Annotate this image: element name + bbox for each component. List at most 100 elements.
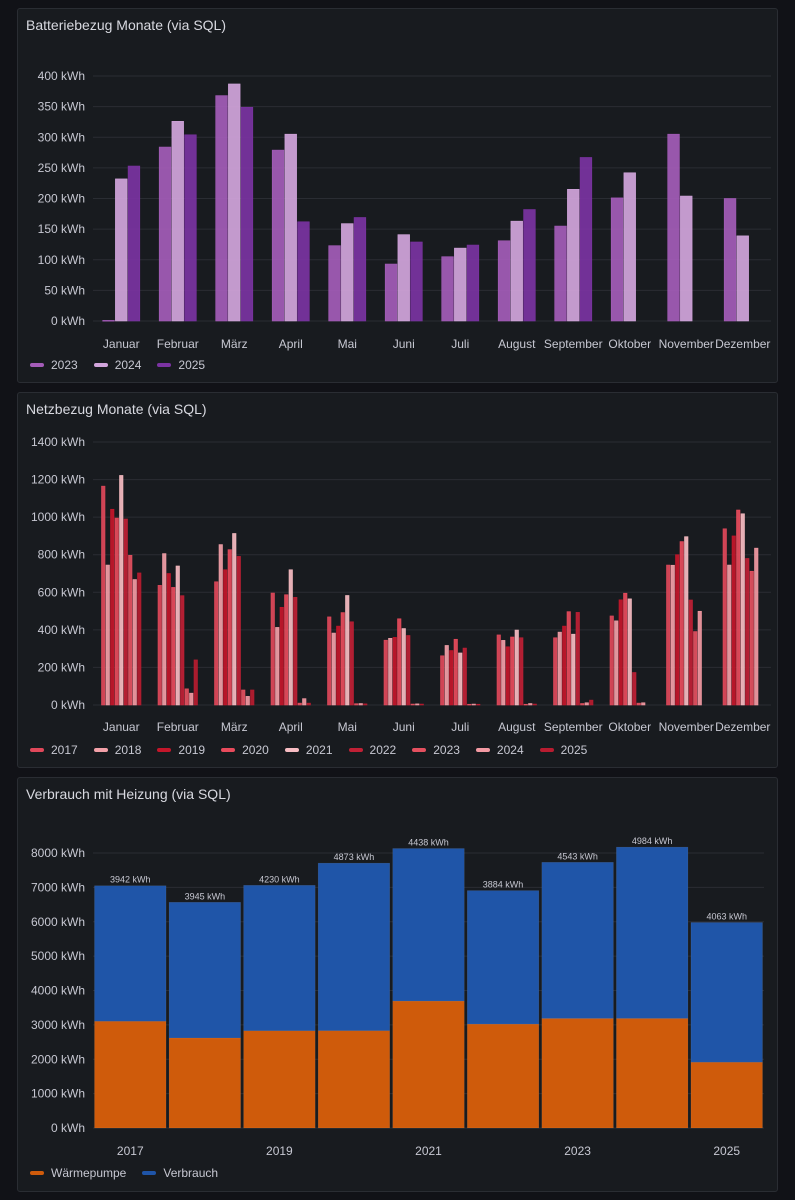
- y-tick-label: 2000 kWh: [31, 1052, 85, 1066]
- bar-2025-März: [240, 106, 254, 322]
- legend-swatch: [221, 748, 236, 752]
- bar-2017-Februar: [157, 585, 162, 706]
- y-tick-label: 300 kWh: [38, 130, 85, 144]
- x-category-label: 2025: [713, 1144, 740, 1158]
- legend-swatch: [412, 748, 427, 752]
- bar-2022-November: [688, 599, 693, 706]
- bar-2023-Oktober: [636, 702, 641, 706]
- bar-2021-September: [571, 633, 576, 706]
- y-tick-label: 200 kWh: [38, 192, 85, 206]
- legend-label: Wärmepumpe: [51, 1166, 127, 1180]
- bar-2024-Juli: [454, 247, 467, 322]
- bar-2019-Januar: [110, 508, 115, 706]
- bar-2025-März: [250, 689, 255, 706]
- bar-2018-Juli: [444, 645, 449, 706]
- bar-2023-Juli: [467, 703, 472, 706]
- x-category-label: Juni: [393, 720, 415, 734]
- bar-2025-Januar: [127, 165, 141, 322]
- x-category-label: August: [498, 337, 536, 351]
- bar-2025-Juli: [466, 244, 480, 322]
- panel-title[interactable]: Verbrauch mit Heizung (via SQL): [26, 786, 231, 802]
- y-tick-label: 150 kWh: [38, 222, 85, 236]
- legend-item[interactable]: 2018: [93, 743, 141, 757]
- y-tick-label: 8000 kWh: [31, 846, 85, 860]
- bar-Wärmepumpe-2023: [541, 1018, 614, 1129]
- bar-2022-Juli: [462, 647, 467, 706]
- y-tick-label: 1000 kWh: [31, 510, 85, 524]
- bar-2018-Dezember: [727, 564, 732, 706]
- bar-2023-Januar: [128, 554, 133, 706]
- data-label: 3942 kWh: [110, 875, 151, 885]
- bar-2024-Februar: [189, 692, 194, 706]
- legend-item[interactable]: 2022: [348, 743, 396, 757]
- y-tick-label: 50 kWh: [44, 283, 85, 297]
- bar-2020-März: [227, 549, 232, 706]
- legend-item[interactable]: 2020: [221, 743, 269, 757]
- bar-2025-Juni: [419, 703, 424, 706]
- bar-2021-Oktober: [627, 598, 632, 706]
- panel-title[interactable]: Batteriebezug Monate (via SQL): [26, 17, 226, 33]
- legend-label: 2023: [51, 358, 78, 372]
- bar-2024-Februar: [171, 121, 184, 322]
- x-category-label: April: [279, 337, 303, 351]
- bar-2018-Oktober: [614, 620, 619, 706]
- x-category-label: Januar: [103, 720, 140, 734]
- bar-2023-September: [580, 703, 585, 706]
- bar-2017-September: [553, 637, 558, 706]
- bar-2024-August: [510, 220, 523, 322]
- bar-2021-Mai: [345, 595, 350, 706]
- panel-netzbezug: Netzbezug Monate (via SQL) 0 kWh 200 kWh 4…: [17, 392, 778, 768]
- bar-2025-August: [532, 703, 537, 706]
- legend-item[interactable]: 2024: [93, 358, 141, 372]
- legend-item[interactable]: 2024: [475, 743, 524, 757]
- bar-2024-September: [567, 189, 580, 322]
- bar-2024-März: [228, 83, 241, 322]
- legend-item[interactable]: Wärmepumpe: [30, 1166, 126, 1180]
- legend-item[interactable]: 2023: [412, 743, 460, 757]
- legend-item[interactable]: 2025: [539, 743, 587, 757]
- bar-2025-April: [306, 702, 311, 706]
- bar-2021-August: [514, 629, 519, 706]
- bar-2020-Oktober: [623, 592, 628, 706]
- legend-item[interactable]: 2025: [157, 358, 205, 372]
- bar-2024-August: [528, 703, 533, 706]
- legend-item[interactable]: 2021: [284, 743, 333, 757]
- bar-2020-August: [510, 636, 515, 706]
- bar-2025-Mai: [363, 703, 368, 706]
- bar-2017-Juni: [383, 639, 388, 706]
- bar-2022-September: [575, 612, 580, 706]
- y-tick-label: 0 kWh: [51, 1121, 85, 1135]
- bar-2021-Juni: [401, 628, 406, 706]
- legend-item[interactable]: 2019: [157, 743, 205, 757]
- bar-2017-August: [496, 634, 501, 706]
- bar-2022-Oktober: [632, 672, 637, 706]
- bar-2021-April: [288, 569, 293, 706]
- bar-2023-April: [297, 702, 302, 706]
- panel-title[interactable]: Netzbezug Monate (via SQL): [26, 401, 207, 417]
- bar-2024-März: [245, 696, 250, 706]
- bar-2025-Februar: [193, 659, 198, 706]
- bar-2025-Januar: [137, 572, 142, 706]
- legend-item[interactable]: 2017: [30, 743, 78, 757]
- bar-2020-Dezember: [736, 509, 741, 706]
- bar-Wärmepumpe-2021: [392, 1000, 465, 1129]
- bar-2023-Juli: [441, 256, 454, 322]
- chart-verbrauch: 0 kWh 1000 kWh 2000 kWh 3000 kWh 4000 kWh 500…: [31, 836, 764, 1158]
- legend-item[interactable]: Verbrauch: [142, 1166, 218, 1180]
- x-category-label: Juni: [393, 337, 415, 351]
- bar-2020-Juni: [397, 618, 402, 706]
- bar-2023-Mai: [354, 703, 359, 706]
- bar-2020-Januar: [114, 517, 119, 706]
- bar-2017-Mai: [327, 616, 332, 706]
- x-category-label: Dezember: [715, 337, 770, 351]
- legend-item[interactable]: 2023: [30, 358, 78, 372]
- data-label: 4063 kWh: [706, 912, 747, 922]
- bar-2025-September: [589, 699, 594, 706]
- bar-2023-März: [241, 689, 246, 706]
- bar-2023-September: [554, 225, 567, 322]
- bar-2018-August: [501, 640, 506, 706]
- bar-2024-November: [680, 195, 693, 322]
- bar-2019-Mai: [336, 625, 341, 706]
- bar-Wärmepumpe-2024: [616, 1018, 689, 1129]
- x-category-label: Mai: [338, 720, 357, 734]
